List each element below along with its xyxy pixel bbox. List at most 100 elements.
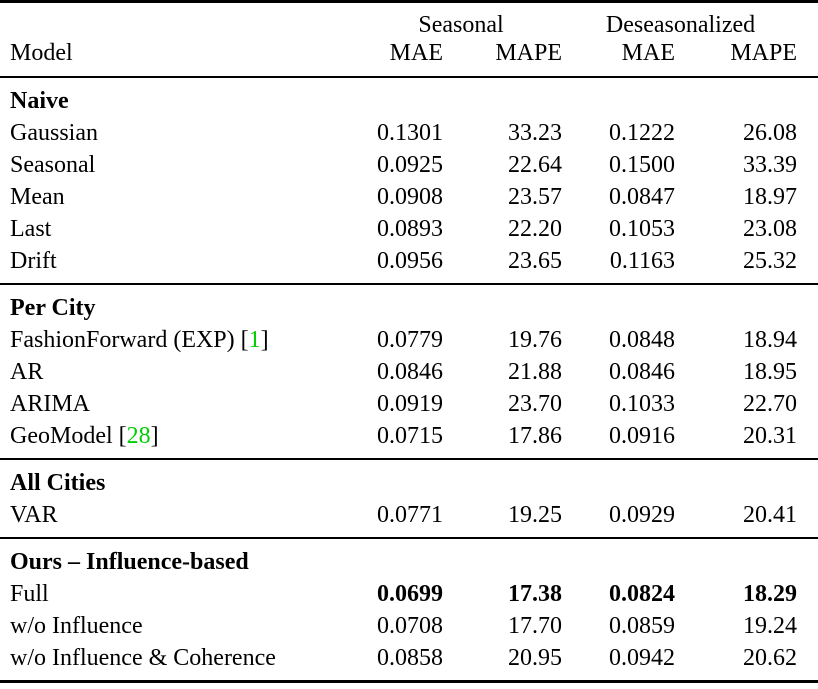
value-cell: 0.0846 bbox=[609, 359, 675, 385]
citation-link[interactable]: 1 bbox=[248, 327, 261, 353]
value-cell: 19.25 bbox=[508, 502, 562, 528]
value-cell: 33.23 bbox=[508, 120, 562, 146]
value-cell: 23.57 bbox=[508, 184, 562, 210]
table-row: w/o Influence & Coherence 0.0858 20.95 0… bbox=[0, 642, 818, 682]
section-title-row: Ours – Influence-based bbox=[0, 538, 818, 578]
section-title-row: All Cities bbox=[0, 459, 818, 499]
value-cell: 0.0848 bbox=[609, 327, 675, 353]
model-name: Gaussian bbox=[10, 120, 98, 146]
table-row: Last 0.0893 22.20 0.1053 23.08 bbox=[0, 213, 818, 245]
group-header-seasonal: Seasonal bbox=[418, 12, 504, 38]
column-group-row: Seasonal Deseasonalized bbox=[0, 2, 818, 40]
value-cell: 0.1033 bbox=[609, 391, 675, 417]
model-name: w/o Influence & Coherence bbox=[10, 645, 276, 671]
model-cell: ARIMA bbox=[0, 388, 360, 420]
model-name: FashionForward (EXP) [ bbox=[10, 327, 249, 353]
table-row: Seasonal 0.0925 22.64 0.1500 33.39 bbox=[0, 149, 818, 181]
value-cell: 0.1222 bbox=[609, 120, 675, 146]
value-cell: 23.08 bbox=[743, 216, 798, 242]
value-cell: 0.1500 bbox=[609, 152, 675, 178]
col-header-seasonal-mae: MAE bbox=[389, 40, 443, 66]
value-cell: 20.62 bbox=[743, 645, 798, 671]
value-cell: 0.0858 bbox=[377, 645, 443, 671]
model-cell: VAR bbox=[0, 499, 360, 538]
value-cell: 0.0771 bbox=[377, 502, 443, 528]
value-cell: 0.0908 bbox=[377, 184, 443, 210]
value-cell: 20.95 bbox=[508, 645, 562, 671]
model-name: VAR bbox=[10, 502, 58, 528]
section-title-row: Per City bbox=[0, 284, 818, 324]
model-name: AR bbox=[10, 359, 44, 385]
model-cell: Seasonal bbox=[0, 149, 360, 181]
section-title: Per City bbox=[10, 295, 96, 321]
value-cell: 22.64 bbox=[508, 152, 562, 178]
value-cell: 0.0699 bbox=[377, 581, 443, 607]
citation-link[interactable]: 28 bbox=[126, 423, 151, 449]
group-header-deseasonalized: Deseasonalized bbox=[605, 12, 756, 38]
value-cell: 0.0893 bbox=[377, 216, 443, 242]
section-all-cities: All Cities VAR 0.0771 19.25 0.0929 20.41 bbox=[0, 459, 818, 538]
model-cell: w/o Influence bbox=[0, 610, 360, 642]
model-name: Last bbox=[10, 216, 52, 242]
section-per-city: Per City FashionForward (EXP) [1] 0.0779… bbox=[0, 284, 818, 459]
value-cell: 0.0824 bbox=[609, 581, 675, 607]
citation-bracket-close: ] bbox=[150, 423, 159, 449]
model-cell: Mean bbox=[0, 181, 360, 213]
model-cell: GeoModel [28] bbox=[0, 420, 360, 459]
value-cell: 18.95 bbox=[743, 359, 798, 385]
value-cell: 21.88 bbox=[508, 359, 562, 385]
table-row: GeoModel [28] 0.0715 17.86 0.0916 20.31 bbox=[0, 420, 818, 459]
value-cell: 0.0708 bbox=[377, 613, 443, 639]
value-cell: 0.0956 bbox=[377, 248, 443, 274]
section-title: Ours – Influence-based bbox=[10, 549, 249, 575]
value-cell: 25.32 bbox=[743, 248, 798, 274]
model-name: Drift bbox=[10, 248, 57, 274]
value-cell: 0.1053 bbox=[609, 216, 675, 242]
table-row: w/o Influence 0.0708 17.70 0.0859 19.24 bbox=[0, 610, 818, 642]
model-name: Seasonal bbox=[10, 152, 96, 178]
section-ours: Ours – Influence-based Full 0.0699 17.38… bbox=[0, 538, 818, 682]
model-cell: AR bbox=[0, 356, 360, 388]
value-cell: 0.0916 bbox=[609, 423, 675, 449]
table-row: FashionForward (EXP) [1] 0.0779 19.76 0.… bbox=[0, 324, 818, 356]
value-cell: 0.0925 bbox=[377, 152, 443, 178]
table-row: VAR 0.0771 19.25 0.0929 20.41 bbox=[0, 499, 818, 538]
value-cell: 17.38 bbox=[508, 581, 562, 607]
value-cell: 0.0942 bbox=[609, 645, 675, 671]
value-cell: 22.70 bbox=[743, 391, 798, 417]
empty-header-cell bbox=[0, 2, 360, 40]
value-cell: 19.24 bbox=[743, 613, 798, 639]
model-name: w/o Influence bbox=[10, 613, 143, 639]
model-name: GeoModel [ bbox=[10, 423, 127, 449]
value-cell: 20.41 bbox=[743, 502, 798, 528]
value-cell: 18.97 bbox=[743, 184, 798, 210]
value-cell: 23.65 bbox=[508, 248, 562, 274]
table-row-best: Full 0.0699 17.38 0.0824 18.29 bbox=[0, 578, 818, 610]
table-row: Gaussian 0.1301 33.23 0.1222 26.08 bbox=[0, 117, 818, 149]
model-name: ARIMA bbox=[10, 391, 91, 417]
table-row: Mean 0.0908 23.57 0.0847 18.97 bbox=[0, 181, 818, 213]
value-cell: 20.31 bbox=[743, 423, 798, 449]
value-cell: 0.1163 bbox=[609, 248, 675, 274]
col-header-seasonal-mape: MAPE bbox=[495, 40, 562, 66]
citation-bracket-close: ] bbox=[260, 327, 269, 353]
model-cell: Gaussian bbox=[0, 117, 360, 149]
section-naive: Naive Gaussian 0.1301 33.23 0.1222 26.08… bbox=[0, 77, 818, 284]
value-cell: 23.70 bbox=[508, 391, 562, 417]
value-cell: 17.86 bbox=[508, 423, 562, 449]
value-cell: 18.94 bbox=[743, 327, 798, 353]
model-cell: FashionForward (EXP) [1] bbox=[0, 324, 360, 356]
col-header-deseasonalized-mape: MAPE bbox=[730, 40, 798, 66]
value-cell: 0.0846 bbox=[377, 359, 443, 385]
model-name: Mean bbox=[10, 184, 65, 210]
value-cell: 22.20 bbox=[508, 216, 562, 242]
column-header-row: Model MAE MAPE MAE MAPE bbox=[0, 39, 818, 77]
table-header: Seasonal Deseasonalized Model MAE MAPE M… bbox=[0, 2, 818, 77]
value-cell: 18.29 bbox=[743, 581, 798, 607]
value-cell: 0.0715 bbox=[377, 423, 443, 449]
value-cell: 0.0929 bbox=[609, 502, 675, 528]
value-cell: 0.0859 bbox=[609, 613, 675, 639]
value-cell: 0.0847 bbox=[609, 184, 675, 210]
